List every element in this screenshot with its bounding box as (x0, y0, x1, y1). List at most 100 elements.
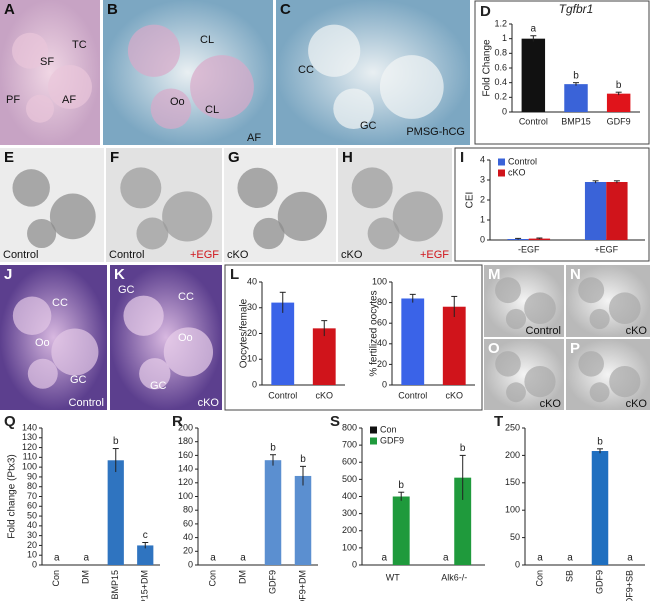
legend-swatch (498, 158, 505, 166)
y-tick-label: 200 (178, 422, 193, 432)
y-tick-label: 10 (27, 550, 37, 560)
bar (591, 451, 609, 565)
legend-swatch (498, 169, 505, 177)
x-tick-label: Con (51, 570, 61, 587)
bar (528, 238, 551, 240)
legend-label: Con (380, 424, 397, 434)
y-tick-label: 1.2 (494, 18, 507, 28)
y-axis-label: CEI (465, 192, 476, 209)
image-label: CC (178, 291, 194, 303)
tissue-blob (277, 191, 328, 242)
image-label: +EGF (420, 249, 449, 261)
x-tick-label: BMP15 (110, 570, 120, 600)
significance-label: a (537, 553, 543, 564)
y-tick-label: 2 (480, 194, 485, 204)
tissue-blob (163, 327, 214, 377)
image-label: PF (6, 94, 20, 106)
significance-label: a (567, 553, 573, 564)
image-label: CL (205, 104, 219, 116)
tissue-blob (27, 218, 57, 249)
bar (401, 298, 425, 385)
y-tick-label: 100 (342, 542, 357, 552)
panel-letter: B (107, 1, 118, 18)
tissue-blob (127, 24, 181, 77)
image-label: CC (298, 64, 314, 76)
tissue-blob (524, 292, 556, 325)
y-tick-label: 0.6 (494, 62, 507, 72)
y-tick-label: 140 (178, 463, 193, 473)
x-tick-label: Control (268, 390, 297, 400)
image-label: Control (3, 249, 38, 261)
significance-label: a (240, 553, 246, 564)
significance-label: a (210, 553, 216, 564)
panel-letter: K (114, 266, 125, 283)
x-tick-label: GDF9 (594, 570, 604, 594)
y-tick-label: 50 (510, 532, 520, 542)
tissue-blob (578, 351, 604, 377)
significance-label: a (54, 553, 60, 564)
bar (606, 93, 631, 112)
tissue-blob (26, 94, 54, 123)
y-tick-label: 200 (505, 450, 520, 460)
x-tick-label: GDF9 (267, 570, 277, 594)
x-tick-label: GDF9 (607, 116, 631, 126)
y-tick-label: 4 (480, 154, 485, 164)
x-tick-label: WT (386, 572, 400, 582)
image-label: cKO (227, 249, 249, 261)
y-tick-label: 0 (502, 106, 507, 116)
y-tick-label: 120 (178, 477, 193, 487)
x-tick-label: cKO (445, 390, 463, 400)
y-tick-label: 110 (23, 452, 37, 462)
image-label: cKO (198, 397, 220, 409)
y-tick-label: 40 (377, 338, 387, 348)
significance-label: a (443, 553, 449, 564)
significance-label: c (143, 530, 148, 541)
tissue-blob (524, 365, 556, 398)
panel-border (454, 147, 650, 262)
y-tick-label: 1 (480, 214, 485, 224)
y-tick-label: 100 (22, 462, 37, 472)
tissue-blob (578, 277, 605, 304)
panel-letter: C (280, 1, 291, 18)
y-tick-label: 120 (22, 442, 37, 452)
tissue-blob (27, 358, 58, 389)
significance-label: b (270, 442, 276, 453)
image-label: Control (69, 397, 104, 409)
x-tick-label: GDF9+SB (624, 570, 634, 601)
y-tick-label: 300 (342, 508, 357, 518)
significance-label: a (531, 23, 537, 34)
y-tick-label: 700 (342, 440, 357, 450)
tissue-blob (367, 217, 400, 250)
significance-label: b (616, 80, 622, 91)
tissue-blob (495, 351, 521, 377)
y-tick-label: 3 (480, 174, 485, 184)
x-tick-label: SB (564, 570, 574, 582)
x-tick-label: DM (81, 570, 91, 584)
tissue-blob (123, 295, 164, 336)
y-tick-label: 0 (32, 559, 37, 569)
y-tick-label: 130 (22, 432, 37, 442)
panel-letter: F (110, 149, 119, 166)
y-tick-label: 400 (342, 491, 357, 501)
tissue-blob (139, 358, 171, 390)
y-tick-label: 0 (515, 559, 520, 569)
x-tick-label: cKO (315, 390, 333, 400)
tissue-blob (49, 193, 96, 240)
tissue-blob (609, 365, 641, 398)
significance-label: b (300, 454, 306, 465)
y-tick-label: 50 (27, 510, 37, 520)
image-label: GC (150, 380, 167, 392)
tissue-blob (392, 191, 443, 242)
tissue-blob (505, 308, 527, 330)
legend-swatch (370, 437, 377, 445)
y-tick-label: 70 (27, 491, 37, 501)
image-label: PMSG-hCG (406, 126, 465, 138)
tissue-blob (608, 292, 641, 325)
y-tick-label: 80 (183, 505, 193, 515)
y-tick-label: 140 (22, 422, 37, 432)
y-tick-label: 0.2 (494, 92, 507, 102)
x-tick-label: Control (398, 390, 427, 400)
y-tick-label: 20 (27, 540, 37, 550)
panel-letter: T (494, 413, 503, 430)
tissue-blob (48, 65, 92, 109)
